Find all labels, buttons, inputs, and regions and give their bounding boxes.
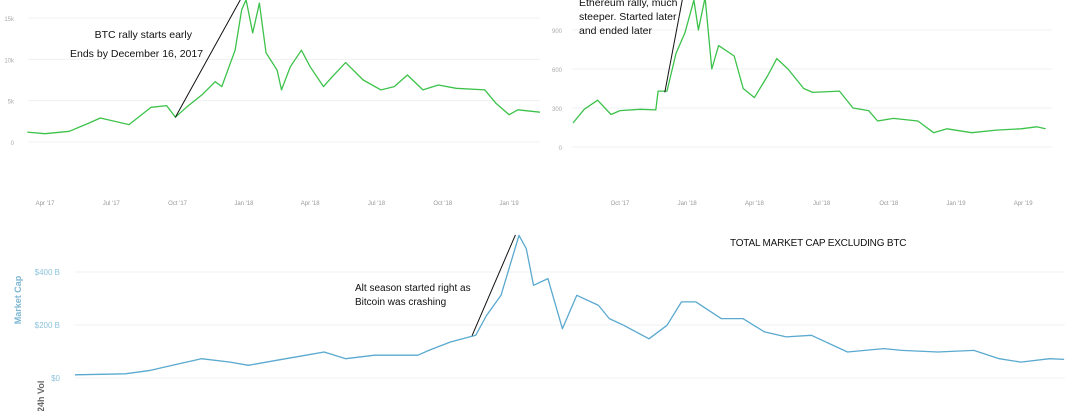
eth-xtick-label: Apr '19 — [1014, 201, 1033, 207]
eth-ytick-label: 600 — [552, 68, 563, 74]
btc-ytick-label: 15k — [4, 17, 15, 23]
altcap-yaxis-title: Market Cap — [13, 275, 23, 324]
eth-xtick-label: Oct '18 — [879, 201, 898, 207]
eth-annotation: Ethereum rally, much steeper. Started la… — [579, 0, 677, 38]
altcap-volume-axis-title: 24h Vol — [36, 381, 46, 411]
altcap-annotation-line-1: Alt season started right as — [355, 283, 471, 294]
eth-xtick-label: Jan '19 — [946, 201, 966, 207]
btc-annotation-line — [174, 0, 241, 118]
btc-xtick-label: Jan '18 — [234, 201, 254, 207]
btc-xtick-label: Apr '18 — [301, 201, 320, 207]
eth-xtick-label: Apr '18 — [745, 201, 764, 207]
altcap-ytick-label: $400 B — [35, 268, 60, 277]
altcap-annotation: Alt season started right as Bitcoin was … — [355, 282, 471, 310]
eth-xtick-label: Jul '18 — [813, 201, 831, 207]
altcap-ytick-label: $0 — [51, 374, 60, 383]
eth-ytick-label: 900 — [552, 29, 563, 35]
btc-annotation-line-2: Ends by December 16, 2017 — [70, 48, 204, 60]
eth-xtick-label: Oct '17 — [611, 201, 630, 207]
altcap-ytick-label: $200 B — [35, 321, 60, 330]
btc-annotation-line-1: BTC rally starts early — [94, 29, 192, 41]
altcap-chart: $0 $200 B $400 B Market Cap 24h Vol — [13, 234, 1065, 411]
btc-ytick-label: 0 — [11, 141, 15, 147]
eth-ytick-label: 300 — [552, 107, 563, 113]
eth-chart: 0 300 600 900 Oct '17 Jan '18 Apr '18 Jul '18 Oc… — [552, 0, 1052, 207]
btc-xtick-label: Oct '17 — [168, 201, 187, 207]
btc-annotation: BTC rally starts early Ends by December … — [70, 26, 204, 64]
altcap-annotation-line-2: Bitcoin was crashing — [355, 297, 447, 308]
altcap-title: TOTAL MARKET CAP EXCLUDING BTC — [730, 238, 907, 249]
btc-ytick-label: 10k — [4, 58, 15, 64]
eth-annotation-line-3: and ended later — [579, 25, 652, 37]
eth-annotation-line-2: steeper. Started later — [579, 11, 677, 23]
btc-xtick-label: Jul '17 — [103, 201, 121, 207]
btc-xtick-label: Jan '19 — [500, 201, 520, 207]
btc-xtick-label: Oct '18 — [433, 201, 452, 207]
btc-ytick-label: 5k — [8, 100, 15, 106]
eth-annotation-line-1: Ethereum rally, much — [579, 0, 678, 9]
altcap-annotation-line — [471, 234, 516, 336]
altcap-series-line — [74, 234, 1065, 376]
btc-xtick-label: Apr '17 — [36, 201, 55, 207]
btc-chart: 0 5k 10k 15k Apr '17 Jul '17 Oct '17 Jan '18 Apr… — [4, 0, 541, 207]
eth-annotation-line — [664, 0, 683, 93]
eth-xtick-label: Jan '18 — [678, 201, 698, 207]
btc-series-line — [27, 0, 541, 135]
eth-ytick-label: 0 — [559, 146, 563, 152]
btc-xtick-label: Jul '18 — [368, 201, 386, 207]
